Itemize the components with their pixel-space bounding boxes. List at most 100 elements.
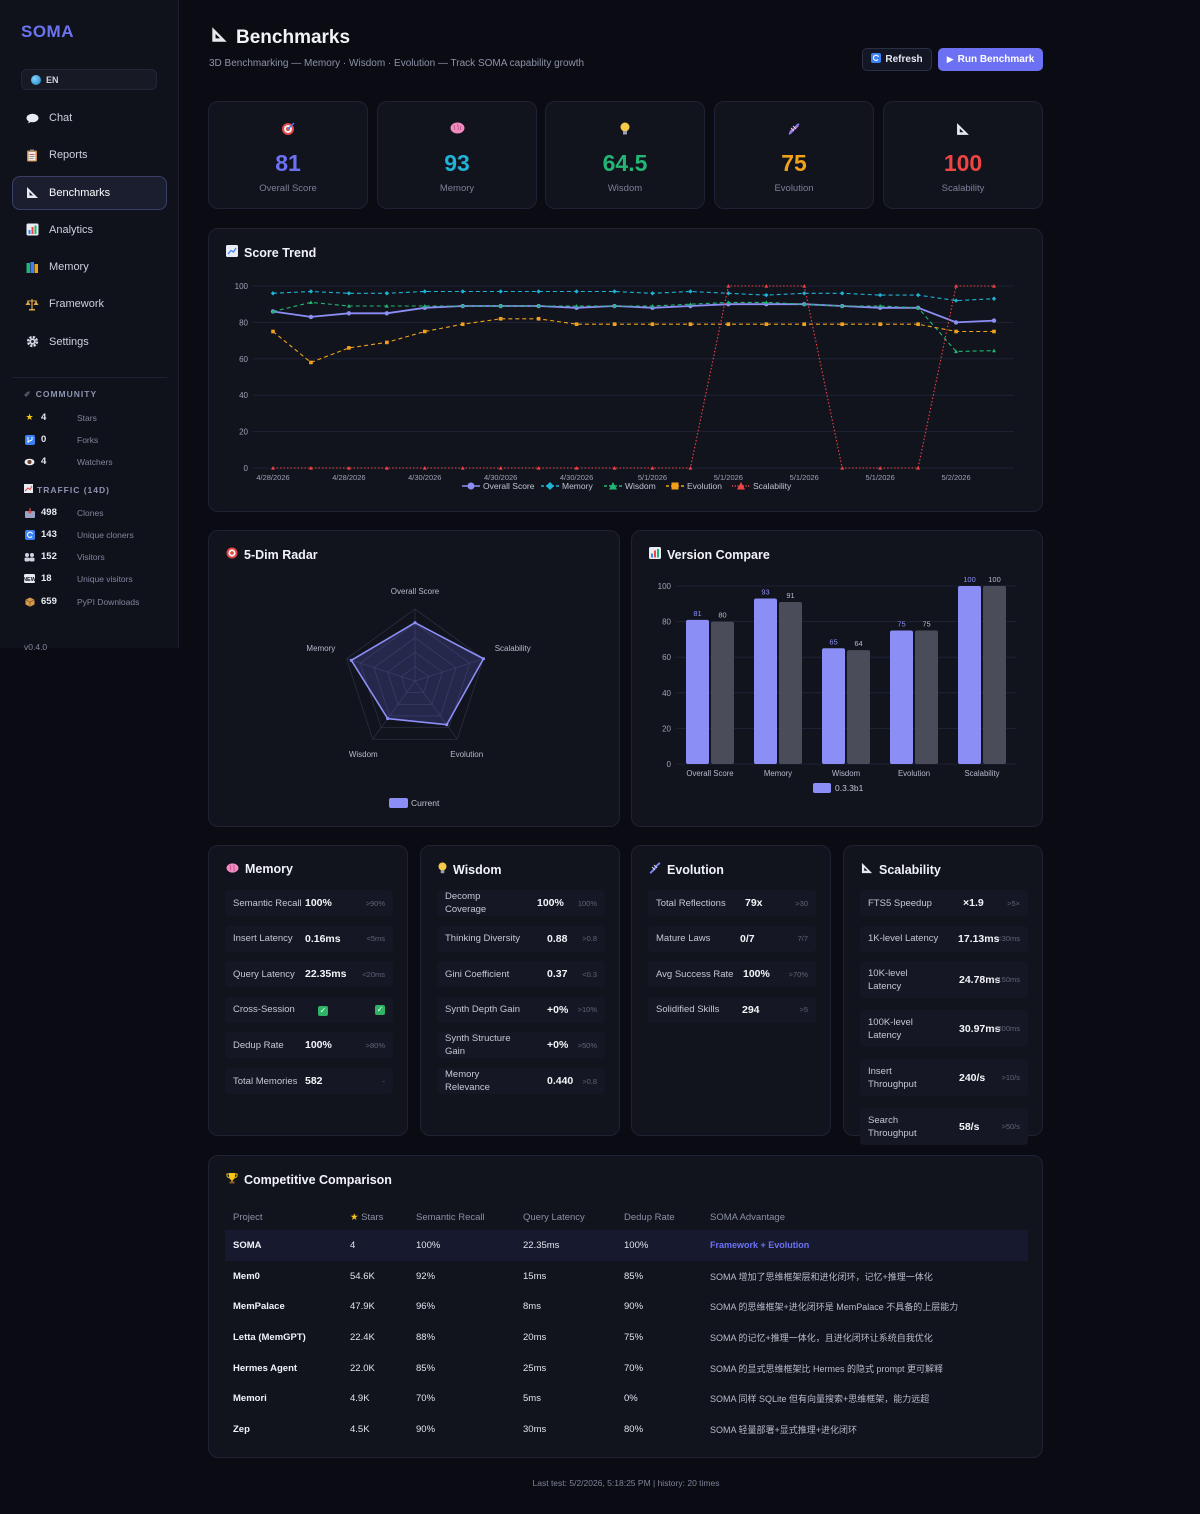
cell-dedup-rate: 75% xyxy=(624,1331,644,1343)
cell-semantic-recall: 90% xyxy=(416,1423,436,1435)
column-header-stars[interactable]: ★ Stars xyxy=(350,1211,384,1223)
triangle-ruler-icon xyxy=(211,26,228,49)
table-row[interactable]: Letta (MemGPT) 22.4K 88% 20ms 75% SOMA 的记忆+推理… xyxy=(225,1322,1028,1353)
gear-icon xyxy=(25,335,39,349)
cell-soma-advantage: SOMA 轻量部署+显式推理+进化闭环 xyxy=(710,1424,858,1435)
data-point xyxy=(271,309,275,314)
cell-dedup-rate: 80% xyxy=(624,1423,644,1435)
metric-value: 0.88 xyxy=(547,932,568,945)
sidebar-nav: Chat Reports Benchmarks Analytics Memory… xyxy=(12,101,167,362)
legend-swatch xyxy=(389,798,408,808)
bar-data-label: 93 xyxy=(761,587,769,596)
x-tick-label: 5/2/2026 xyxy=(941,473,970,482)
cell-semantic-recall: 96% xyxy=(416,1301,436,1313)
sidebar-item-memory[interactable]: Memory xyxy=(12,250,167,284)
metric-row: Synth Structure Gain +0% >50% xyxy=(437,1032,605,1059)
metric-label: Memory Relevance xyxy=(445,1069,490,1093)
play-icon: ▶ xyxy=(946,54,954,64)
star-icon: ★ xyxy=(25,412,34,422)
legend-item: Memory xyxy=(541,481,593,491)
cell-query-latency: 5ms xyxy=(523,1393,541,1405)
radar-axis-label: Memory xyxy=(306,644,335,653)
legend-label: Memory xyxy=(562,481,593,491)
legend-marker xyxy=(546,482,554,490)
metric-target: >0.8 xyxy=(582,1076,597,1086)
metric-target: 7/7 xyxy=(797,934,808,944)
metric-value: 17.13ms xyxy=(958,932,1000,945)
run-benchmark-button[interactable]: ▶ Run Benchmark xyxy=(938,48,1043,71)
column-header-project[interactable]: Project xyxy=(233,1211,263,1223)
data-point xyxy=(726,322,731,327)
bar xyxy=(958,586,981,764)
x-tick-label: Wisdom xyxy=(832,769,860,778)
bar-chart-icon xyxy=(649,547,661,562)
y-tick-label: 80 xyxy=(239,318,248,327)
cell-dedup-rate: 100% xyxy=(616,1230,702,1261)
table-row[interactable]: Zep 4.5K 90% 30ms 80% SOMA 轻量部署+显式推理+进化闭环 xyxy=(225,1414,1028,1445)
table-row[interactable]: Mem0 54.6K 92% 15ms 85% SOMA 增加了思维框架层和进化闭环，记忆… xyxy=(225,1261,1028,1292)
cell-semantic-recall: 92% xyxy=(416,1270,436,1282)
bar xyxy=(983,586,1006,764)
x-tick-label: 4/28/2026 xyxy=(256,473,289,482)
package-icon xyxy=(24,597,35,607)
table-row[interactable]: Memori 4.9K 70% 5ms 0% SOMA 同样 SQLite 但有向量搜索+… xyxy=(225,1383,1028,1414)
metric-value: 100% xyxy=(743,968,770,981)
sidebar-item-analytics[interactable]: Analytics xyxy=(12,213,167,247)
bar xyxy=(822,648,845,764)
metric-label: Semantic Recall xyxy=(233,897,302,909)
data-point xyxy=(953,320,959,325)
page-title: Benchmarks xyxy=(211,26,350,49)
metric-value: +0% xyxy=(547,1003,569,1016)
series-line-evolution xyxy=(272,318,994,364)
bar-data-label: 64 xyxy=(854,639,862,648)
app-version: v0.4.0 xyxy=(24,642,48,652)
table-row[interactable]: SOMA 4 100% 22.35ms 100% Framework + Evolutio… xyxy=(225,1230,1028,1261)
app-logo[interactable]: SOMA xyxy=(21,22,74,41)
radar-chart: Overall Score Scalability Evolution Wisdom M… xyxy=(306,587,531,808)
metric-row: Dedup Rate 100% >80% xyxy=(225,1032,393,1059)
legend-label: Scalability xyxy=(753,481,792,491)
metric-target: >0.8 xyxy=(582,934,597,944)
cell-dedup-rate: 0% xyxy=(624,1393,638,1405)
data-point xyxy=(422,304,427,308)
y-tick-label: 100 xyxy=(658,582,672,591)
y-tick-label: 60 xyxy=(662,653,671,662)
bar-data-label: 91 xyxy=(786,591,794,600)
data-point xyxy=(688,302,693,306)
wisdom-metrics-title: Wisdom xyxy=(438,862,502,877)
fork-icon xyxy=(24,434,35,445)
column-header-query-latency[interactable]: Query Latency xyxy=(523,1211,585,1223)
refresh-button[interactable]: Refresh xyxy=(862,48,932,71)
data-point xyxy=(498,289,503,294)
metric-value: 22.35ms xyxy=(305,968,347,981)
scalability-metrics-title: Scalability xyxy=(861,862,941,877)
sidebar-item-benchmarks[interactable]: Benchmarks xyxy=(12,175,167,210)
sidebar-item-label: Analytics xyxy=(49,223,94,236)
traffic-section-title: TRAFFIC (14D) xyxy=(24,484,110,495)
sidebar-divider xyxy=(12,377,167,378)
column-header-dedup-rate[interactable]: Dedup Rate xyxy=(624,1211,675,1223)
radar-axis-line xyxy=(414,658,484,682)
radar-grid-ring xyxy=(359,622,471,728)
data-point xyxy=(878,304,883,308)
column-header-soma-advantage[interactable]: SOMA Advantage xyxy=(710,1211,785,1223)
cell-dedup-rate: 90% xyxy=(624,1301,644,1313)
column-header-semantic-recall[interactable]: Semantic Recall xyxy=(416,1211,485,1223)
sidebar-item-framework[interactable]: Framework xyxy=(12,287,167,321)
sidebar-item-reports[interactable]: Reports xyxy=(12,138,167,172)
metric-target: >80% xyxy=(365,1040,385,1050)
sidebar-item-chat[interactable]: Chat xyxy=(12,101,167,135)
memory-metrics-title: Memory xyxy=(226,862,293,876)
sidebar: SOMA EN Chat Reports Benchmarks Analytic… xyxy=(0,0,179,652)
metric-label: Gini Coefficient xyxy=(445,968,510,980)
table-row[interactable]: MemPalace 47.9K 96% 8ms 90% SOMA 的思维框架+进化闭环是 … xyxy=(225,1291,1028,1322)
language-selector[interactable]: EN xyxy=(21,69,157,90)
metric-label: Synth Structure Gain xyxy=(445,1033,511,1058)
data-point xyxy=(308,289,314,294)
stat-label: Memory xyxy=(439,183,475,194)
table-row[interactable]: Hermes Agent 22.0K 85% 25ms 70% SOMA 的显式思维框架比… xyxy=(225,1353,1028,1384)
stat-card-wisdom: 64.5 Wisdom xyxy=(545,101,705,209)
language-label: EN xyxy=(46,74,59,85)
sidebar-item-settings[interactable]: Settings xyxy=(12,325,167,359)
radar-card: 5-Dim Radar Overall Score Scalability Evol… xyxy=(208,530,620,827)
